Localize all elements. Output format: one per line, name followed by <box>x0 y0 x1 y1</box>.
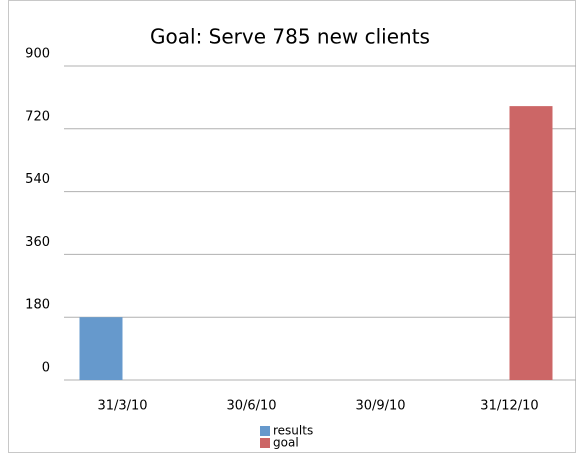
y-tick-label: 720 <box>25 109 50 124</box>
x-tick-label: 30/9/10 <box>355 399 405 414</box>
chart-frame <box>8 0 576 453</box>
y-tick-label: 900 <box>25 47 50 62</box>
x-tick-label: 31/3/10 <box>97 399 147 414</box>
legend-swatch <box>260 426 270 436</box>
chart-title: Goal: Serve 785 new clients <box>150 25 430 49</box>
legend-label: results <box>273 424 313 438</box>
x-tick-label: 30/6/10 <box>226 399 276 414</box>
bar <box>79 317 123 380</box>
y-tick-label: 540 <box>25 172 50 187</box>
y-tick-label: 360 <box>25 235 50 250</box>
y-tick-label: 180 <box>25 298 50 313</box>
legend-swatch <box>260 438 270 448</box>
legend-label: goal <box>273 436 299 450</box>
bar <box>509 106 553 380</box>
x-tick-label: 31/12/10 <box>480 399 538 414</box>
y-tick-label: 0 <box>42 361 50 376</box>
